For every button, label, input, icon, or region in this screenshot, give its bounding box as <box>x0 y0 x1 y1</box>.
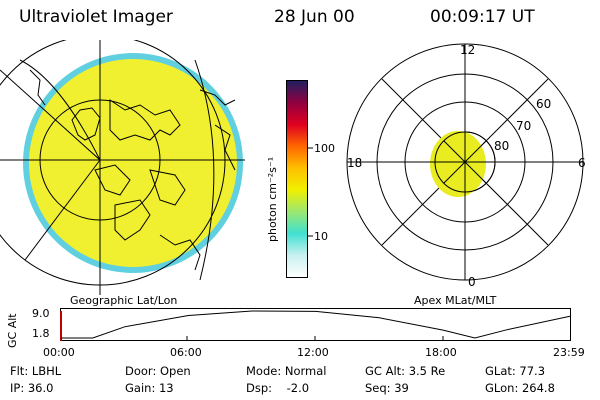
altitude-x-ticks <box>186 336 444 341</box>
aurora-image-disc <box>29 59 237 267</box>
instrument-title: Ultraviolet Imager <box>19 7 173 27</box>
mlat-label-80: 80 <box>494 139 509 153</box>
time-tick-1200: 12:00 <box>297 346 329 359</box>
filter-info: Flt: LBHL <box>10 364 62 378</box>
geographic-grid <box>0 40 245 295</box>
sequence-info: Seq: 39 <box>365 381 409 395</box>
mode-info: Mode: Normal <box>246 364 327 378</box>
geographic-caption: Geographic Lat/Lon <box>70 294 178 307</box>
intensity-colorbar <box>286 80 308 278</box>
altitude-axis-title: GC Alt <box>6 313 19 348</box>
time-tick-0000: 00:00 <box>43 346 75 359</box>
mlt-label-12: 12 <box>460 43 475 57</box>
polar-caption: Apex MLat/MLT <box>414 294 497 307</box>
colorbar-unit-label: photon cm⁻²s⁻¹ <box>266 156 279 242</box>
door-info: Door: Open <box>125 364 191 378</box>
mlat-label-60: 60 <box>536 97 551 111</box>
altitude-tick-high: 9.0 <box>32 307 50 320</box>
mlt-label-18: 18 <box>347 156 362 170</box>
altitude-series-line <box>61 310 571 339</box>
altitude-plot <box>60 308 571 341</box>
geographic-image-panel <box>0 40 245 295</box>
mlt-label-6: 6 <box>578 156 586 170</box>
mlt-label-0: 0 <box>468 275 476 289</box>
dsp-info: Dsp: -2.0 <box>246 381 310 395</box>
coastlines <box>29 69 236 271</box>
date-label: 28 Jun 00 <box>274 7 355 27</box>
ip-info: IP: 36.0 <box>10 381 54 395</box>
mlat-label-70: 70 <box>516 119 531 133</box>
glon-info: GLon: 264.8 <box>485 381 555 395</box>
glat-info: GLat: 77.3 <box>485 364 546 378</box>
colorbar-tick-100: 100 <box>314 142 335 155</box>
auroral-oval-image <box>430 131 486 197</box>
time-tick-0600: 06:00 <box>170 346 202 359</box>
gain-info: Gain: 13 <box>125 381 174 395</box>
gc-altitude-info: GC Alt: 3.5 Re <box>365 364 446 378</box>
colorbar-tick-10: 10 <box>314 230 328 243</box>
colorbar-ticks <box>308 147 313 237</box>
altitude-tick-low: 1.8 <box>32 327 50 340</box>
time-label: 00:09:17 UT <box>430 7 535 27</box>
time-tick-1800: 18:00 <box>425 346 457 359</box>
polar-mlt-panel: 12 18 6 0 60 70 80 <box>346 43 586 289</box>
time-tick-2359: 23:59 <box>553 346 585 359</box>
